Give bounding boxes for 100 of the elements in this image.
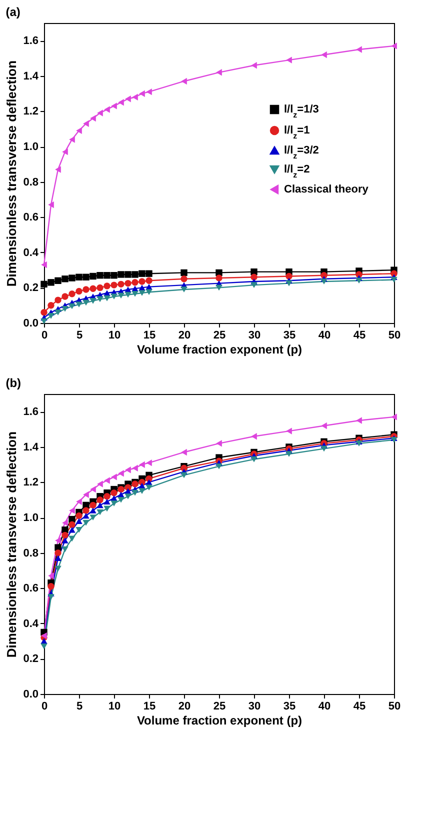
point	[54, 277, 62, 284]
point	[76, 498, 82, 505]
point	[391, 42, 397, 50]
point	[62, 546, 68, 552]
point	[321, 422, 327, 430]
point	[62, 276, 68, 282]
point	[68, 536, 76, 542]
point	[48, 594, 54, 600]
y-tick-label: 0.4	[23, 246, 40, 259]
point	[138, 278, 146, 285]
x-tick-label: 35	[283, 330, 296, 342]
x-tick-label: 25	[213, 330, 226, 342]
point	[124, 280, 132, 287]
point	[181, 78, 187, 85]
point	[40, 280, 48, 288]
point	[320, 446, 328, 452]
point	[111, 474, 117, 480]
point	[97, 110, 103, 116]
point	[180, 472, 188, 478]
point	[90, 272, 96, 280]
legend-label: Classical theory	[284, 184, 370, 196]
point	[132, 279, 138, 286]
point	[132, 271, 138, 278]
y-tick-label: 0.6	[23, 212, 38, 224]
point	[68, 521, 76, 528]
y-tick-label: 0.2	[23, 282, 38, 294]
point	[41, 261, 47, 268]
legend-label: l/l$_{z}$=3/2	[284, 144, 319, 160]
y-tick-label: 1.0	[23, 141, 38, 154]
point	[96, 502, 104, 508]
point	[146, 277, 152, 284]
x-tick-label: 10	[108, 330, 121, 342]
point	[76, 518, 82, 524]
chart-title: (a)	[6, 5, 20, 19]
point	[286, 451, 292, 457]
y-tick-label: 1.2	[23, 106, 38, 118]
point	[125, 466, 131, 474]
y-tick-label: 1.6	[23, 35, 38, 48]
point	[118, 496, 124, 503]
point	[180, 269, 188, 276]
legend-label: l/l$_{z}$=2	[284, 164, 310, 179]
x-tick-label: 45	[353, 700, 366, 712]
point	[48, 583, 54, 590]
point	[356, 417, 362, 424]
point	[250, 274, 258, 280]
legend-label: l/l$_{z}$=1/3	[284, 104, 319, 119]
point	[83, 491, 89, 498]
point	[55, 166, 61, 173]
point	[69, 136, 75, 143]
point	[40, 318, 48, 324]
point	[251, 433, 257, 440]
point	[104, 498, 110, 505]
x-tick-label: 20	[178, 330, 191, 342]
point	[321, 51, 327, 58]
point	[110, 294, 118, 300]
point	[68, 290, 76, 298]
point	[76, 288, 82, 295]
point	[83, 120, 89, 127]
point	[96, 296, 104, 302]
legend-label: l/l$_{z}$=1	[284, 124, 310, 140]
x-tick-label: 15	[143, 700, 156, 712]
y-axis-title: Dimensionless transverse deflection	[4, 60, 20, 287]
y-tick-label: 1.4	[23, 70, 40, 82]
y-tick-label: 0.8	[23, 547, 38, 560]
point	[54, 296, 62, 304]
point	[62, 538, 68, 544]
point	[286, 428, 292, 434]
point	[124, 271, 132, 278]
point	[124, 292, 132, 298]
point	[111, 102, 117, 110]
point	[62, 293, 68, 300]
point	[55, 537, 61, 544]
point	[250, 282, 258, 288]
point	[124, 286, 132, 292]
y-tick-label: 1.4	[23, 441, 40, 454]
point	[48, 279, 54, 286]
point	[90, 114, 96, 122]
point	[180, 286, 188, 292]
point	[68, 303, 76, 310]
point	[180, 276, 188, 282]
point	[139, 90, 145, 97]
point	[110, 500, 118, 506]
point	[118, 470, 124, 477]
x-tick-label: 0	[41, 330, 48, 342]
point	[90, 285, 96, 292]
point	[90, 508, 96, 514]
point	[90, 486, 96, 493]
point	[54, 566, 62, 572]
point	[90, 514, 96, 520]
x-tick-label: 0	[41, 700, 48, 712]
x-tick-label: 35	[283, 700, 296, 712]
point	[62, 148, 68, 156]
point	[250, 456, 258, 462]
point	[251, 62, 257, 69]
point	[320, 278, 328, 284]
point	[216, 440, 222, 447]
y-tick-label: 1.6	[23, 406, 38, 418]
y-axis-title: Dimensionless transverse deflection	[4, 431, 20, 658]
point	[132, 464, 138, 472]
point	[124, 493, 132, 500]
